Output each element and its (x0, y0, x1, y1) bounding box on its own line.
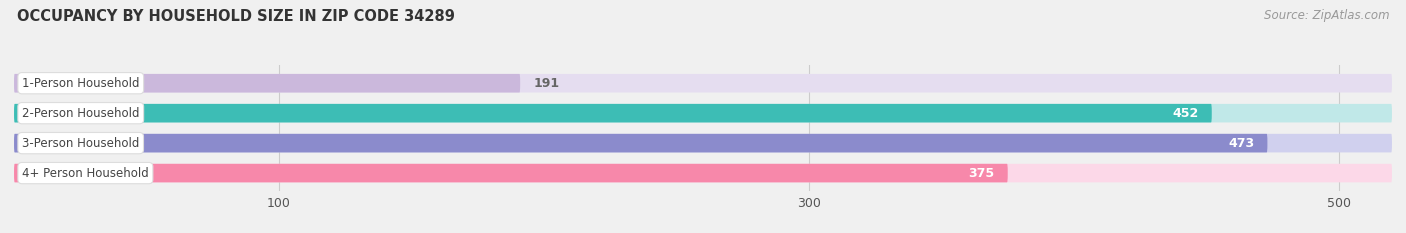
FancyBboxPatch shape (14, 74, 1392, 93)
Text: 191: 191 (533, 77, 560, 90)
FancyBboxPatch shape (14, 134, 1267, 152)
FancyBboxPatch shape (14, 74, 520, 93)
Text: 473: 473 (1227, 137, 1254, 150)
Text: OCCUPANCY BY HOUSEHOLD SIZE IN ZIP CODE 34289: OCCUPANCY BY HOUSEHOLD SIZE IN ZIP CODE … (17, 9, 454, 24)
FancyBboxPatch shape (14, 164, 1392, 182)
FancyBboxPatch shape (14, 134, 1392, 152)
Text: 452: 452 (1173, 107, 1198, 120)
Text: 2-Person Household: 2-Person Household (22, 107, 139, 120)
FancyBboxPatch shape (14, 164, 1008, 182)
Text: 1-Person Household: 1-Person Household (22, 77, 139, 90)
Text: 375: 375 (969, 167, 994, 180)
Text: Source: ZipAtlas.com: Source: ZipAtlas.com (1264, 9, 1389, 22)
FancyBboxPatch shape (14, 104, 1392, 123)
Text: 4+ Person Household: 4+ Person Household (22, 167, 149, 180)
FancyBboxPatch shape (14, 104, 1212, 123)
Text: 3-Person Household: 3-Person Household (22, 137, 139, 150)
